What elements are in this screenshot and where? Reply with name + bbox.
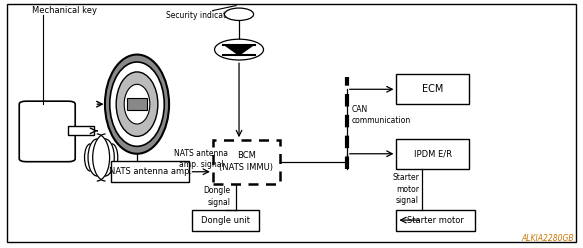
Bar	[213, 140, 280, 184]
Bar	[192, 210, 259, 231]
Polygon shape	[224, 45, 254, 55]
Text: Mechanical key: Mechanical key	[32, 6, 97, 15]
Text: Starter
motor
signal: Starter motor signal	[392, 174, 419, 205]
Text: BCM
(NATS IMMU): BCM (NATS IMMU)	[219, 152, 273, 172]
Text: Dongle
signal: Dongle signal	[203, 186, 230, 207]
Text: Starter motor: Starter motor	[408, 216, 464, 225]
FancyBboxPatch shape	[19, 101, 75, 162]
Text: IPDM E/R: IPDM E/R	[414, 149, 452, 158]
Bar	[68, 126, 94, 135]
Text: Dongle unit: Dongle unit	[201, 216, 251, 225]
Bar	[396, 210, 475, 231]
Text: CAN
communication: CAN communication	[352, 105, 411, 125]
Bar	[111, 161, 189, 182]
Ellipse shape	[110, 62, 164, 146]
Bar	[127, 98, 147, 110]
Bar	[396, 74, 469, 104]
Ellipse shape	[105, 55, 169, 154]
Text: ALKIA2280GB: ALKIA2280GB	[522, 234, 574, 243]
Circle shape	[224, 8, 254, 21]
Text: NATS antenna
amp. signal: NATS antenna amp. signal	[174, 149, 228, 169]
Text: ECM: ECM	[422, 84, 444, 94]
Text: Security indicator: Security indicator	[166, 11, 234, 20]
Bar	[396, 139, 469, 169]
Ellipse shape	[116, 72, 158, 136]
Circle shape	[215, 39, 264, 60]
Ellipse shape	[124, 84, 150, 124]
Text: NATS antenna amp.: NATS antenna amp.	[108, 167, 192, 176]
